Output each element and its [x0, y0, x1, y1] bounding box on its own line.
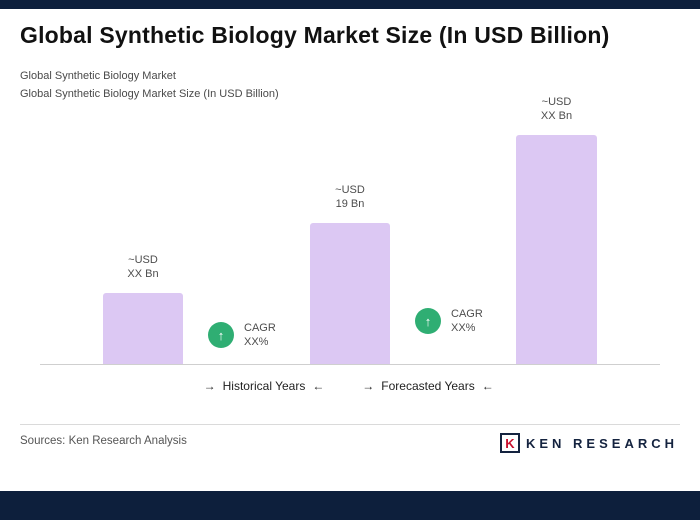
- bar-value-line2: XX Bn: [127, 268, 159, 280]
- bar: [516, 135, 597, 365]
- cagr-label-line1: CAGR: [451, 308, 483, 320]
- cagr-annotation-1: ↑ CAGR XX%: [208, 321, 276, 349]
- footer-divider: [20, 424, 680, 425]
- page-title: Global Synthetic Biology Market Size (In…: [20, 22, 610, 48]
- bar: [103, 293, 183, 365]
- bar-value-line2: 19 Bn: [335, 198, 365, 210]
- bar-value-line1: ~USD: [541, 96, 572, 108]
- bar: [310, 223, 390, 365]
- cagr-label-line2: XX%: [244, 336, 269, 348]
- bar-chart: ~USD XX Bn ~USD 19 Bn ~USD XX Bn ↑ CAGR …: [0, 96, 700, 365]
- cagr-label: CAGR XX%: [451, 307, 483, 335]
- cagr-label-line1: CAGR: [244, 322, 276, 334]
- bar-value-label: ~USD XX Bn: [541, 95, 572, 123]
- axis-label-forecasted-years: → Forecasted Years ←: [362, 379, 493, 393]
- axis-label-text: Forecasted Years: [381, 379, 475, 393]
- arrow-right-icon: →: [362, 379, 375, 393]
- arrow-right-icon: →: [203, 379, 216, 393]
- cagr-label-line2: XX%: [451, 322, 476, 334]
- arrow-left-icon: ←: [312, 379, 325, 393]
- bar-value-line1: ~USD: [335, 184, 365, 196]
- bar-value-label: ~USD XX Bn: [127, 253, 158, 281]
- ken-research-logo: K KEN RESEARCH: [499, 430, 678, 456]
- up-arrow-icon: ↑: [415, 308, 441, 334]
- bar-group-forecast: ~USD XX Bn: [516, 95, 597, 365]
- cagr-annotation-2: ↑ CAGR XX%: [415, 307, 483, 335]
- bar-value-label: ~USD 19 Bn: [335, 183, 365, 211]
- up-arrow-icon: ↑: [208, 322, 234, 348]
- axis-label-text: Historical Years: [222, 379, 306, 393]
- chart-subtitle-line1: Global Synthetic Biology Market: [20, 70, 176, 82]
- axis-label-historical-years: → Historical Years ←: [204, 379, 325, 393]
- bottom-accent-bar: [0, 491, 700, 520]
- arrow-left-icon: ←: [481, 379, 494, 393]
- bar-value-line1: ~USD: [128, 254, 158, 266]
- ken-research-k-icon: K: [499, 433, 520, 453]
- cagr-label: CAGR XX%: [244, 321, 276, 349]
- bar-group-historical: ~USD XX Bn: [103, 253, 183, 365]
- chart-subtitle-line2: Global Synthetic Biology Market Size (In…: [20, 88, 279, 100]
- sources-note: Sources: Ken Research Analysis: [20, 435, 187, 447]
- bar-group-base-year: ~USD 19 Bn: [310, 183, 390, 365]
- ken-research-wordmark: KEN RESEARCH: [525, 435, 678, 451]
- chart-baseline: [40, 364, 660, 365]
- bar-value-line2: XX Bn: [540, 110, 573, 122]
- top-accent-bar: [0, 0, 700, 9]
